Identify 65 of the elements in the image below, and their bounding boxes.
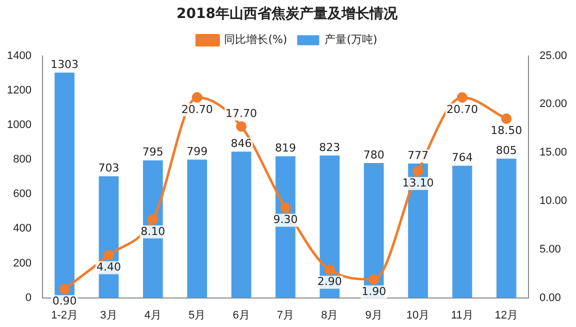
point (368, 274, 380, 285)
data-label: 823 (319, 140, 340, 154)
y-tick-label: 800 (13, 154, 32, 166)
data-label: 780 (363, 148, 384, 162)
y2-tick-label: 15.00 (539, 146, 568, 159)
y-tick-label: 200 (13, 257, 32, 270)
data-label: 703 (98, 162, 120, 175)
data-label: 2.90 (317, 275, 342, 288)
data-label: 4.40 (96, 260, 121, 274)
x-tick-label: 7月 (276, 309, 294, 322)
point (148, 214, 158, 225)
data-label: 17.70 (226, 106, 258, 120)
x-tick-label: 8月 (321, 309, 338, 322)
y-tick-label: 0 (25, 292, 32, 304)
y2-tick-label: 0.00 (539, 292, 561, 304)
data-label: 13.10 (402, 176, 434, 190)
chart-title: 2018年山西省焦炭产量及增长情况 (176, 5, 398, 22)
bar (452, 166, 472, 298)
y2-tick-label: 25.00 (539, 50, 568, 62)
data-label: 799 (186, 145, 208, 158)
point (192, 92, 202, 103)
x-tick-label: 4月 (144, 309, 162, 322)
data-label: 795 (142, 146, 164, 159)
y2-tick-label: 10.00 (539, 195, 568, 208)
point (324, 264, 335, 275)
x-tick-label: 5月 (188, 309, 206, 322)
y2-tick-label: 20.00 (539, 98, 568, 110)
data-label: 846 (230, 136, 252, 150)
point (280, 202, 291, 214)
point (236, 121, 247, 132)
point (103, 250, 114, 260)
legend-label: 产量(万吨) (324, 33, 378, 46)
x-tick-label: 11月 (450, 309, 474, 322)
y-tick-label: 1400 (6, 50, 32, 62)
data-label: 777 (408, 148, 429, 162)
data-label: 20.70 (181, 102, 213, 116)
point (456, 92, 468, 103)
data-label: 0.90 (52, 294, 77, 308)
point (59, 284, 70, 294)
bar (496, 158, 516, 298)
x-tick-label: 6月 (232, 309, 250, 322)
data-label: 805 (496, 144, 517, 158)
x-tick-label: 3月 (100, 309, 118, 322)
bar (187, 160, 208, 298)
x-tick-label: 12月 (494, 309, 518, 322)
y2-tick-label: 5.00 (539, 243, 561, 256)
data-label: 9.30 (273, 213, 298, 226)
data-label: 1303 (50, 58, 79, 71)
data-label: 764 (452, 151, 473, 164)
y-tick-label: 1000 (6, 118, 32, 131)
data-label: 8.10 (140, 224, 166, 238)
y-tick-label: 600 (13, 188, 32, 200)
data-label: 20.70 (446, 102, 478, 116)
y-tick-label: 1200 (6, 84, 32, 96)
point (412, 166, 424, 176)
data-label: 1.90 (362, 284, 386, 298)
point (501, 113, 512, 124)
x-tick-label: 9月 (365, 309, 382, 322)
legend-label: 同比增长(%) (224, 33, 288, 46)
x-tick-label: 1-2月 (51, 309, 78, 322)
y-tick-label: 400 (13, 222, 32, 235)
bar (231, 152, 252, 298)
data-label: 18.50 (490, 124, 522, 138)
data-label: 819 (274, 142, 296, 155)
x-tick-label: 10月 (406, 309, 430, 322)
